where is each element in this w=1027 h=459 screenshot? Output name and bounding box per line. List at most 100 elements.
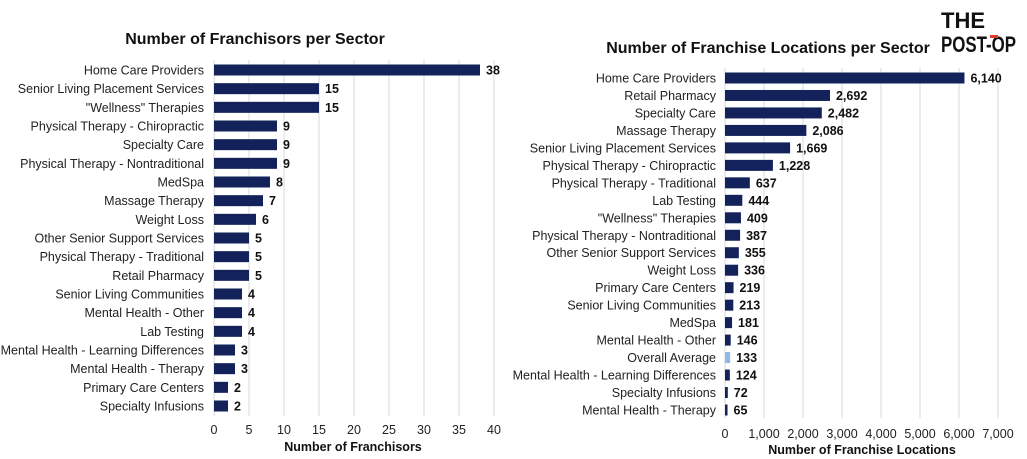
category-label: "Wellness" Therapies <box>598 211 716 225</box>
value-label: 5 <box>255 269 262 283</box>
the-post-op-logo: THE POST-OP <box>941 8 1016 57</box>
value-label: 9 <box>283 157 290 171</box>
category-label: Other Senior Support Services <box>34 232 204 246</box>
chart-title-franchisors: Number of Franchisors per Sector <box>125 31 385 48</box>
category-label: Specialty Care <box>635 106 716 120</box>
bar-highlight <box>725 352 731 364</box>
category-label: Specialty Infusions <box>100 400 204 414</box>
category-label: Weight Loss <box>135 213 204 227</box>
x-tick-label: 0 <box>211 423 218 437</box>
x-tick-label: 35 <box>452 423 466 437</box>
logo-line-2: POST-OP <box>941 32 1016 57</box>
value-label: 4 <box>248 306 255 320</box>
category-label: Other Senior Support Services <box>546 246 716 260</box>
bar <box>214 381 228 393</box>
value-label: 2,692 <box>836 89 867 103</box>
bar <box>725 404 728 416</box>
category-label: MedSpa <box>669 316 716 330</box>
bar <box>725 107 822 119</box>
bar <box>725 89 830 101</box>
bar <box>725 124 807 136</box>
x-tick-label: 5,000 <box>904 427 935 441</box>
category-label: Home Care Providers <box>596 72 716 86</box>
category-label: Primary Care Centers <box>595 281 716 295</box>
bar <box>725 212 741 224</box>
x-tick-label: 10 <box>277 423 291 437</box>
franchisors-category-labels: Home Care Providers Senior Living Placeme… <box>1 64 205 414</box>
value-label: 6,140 <box>970 72 1001 86</box>
category-label: Physical Therapy - Nontraditional <box>532 229 716 243</box>
bar <box>214 83 319 95</box>
bar <box>214 232 249 244</box>
x-tick-label: 6,000 <box>943 427 974 441</box>
category-label: Specialty Care <box>123 138 204 152</box>
value-label: 2 <box>234 400 241 414</box>
category-label: Physical Therapy - Traditional <box>40 250 204 264</box>
bar <box>725 142 791 154</box>
franchisors-per-sector-chart: Number of Franchisors per Sector Home Ca… <box>1 31 501 454</box>
bar <box>725 159 773 171</box>
value-label: 4 <box>248 288 255 302</box>
category-label: Mental Health - Learning Differences <box>513 369 716 383</box>
category-label: Senior Living Communities <box>567 299 716 313</box>
x-tick-label: 3,000 <box>826 427 857 441</box>
franchisors-gridlines <box>213 60 495 416</box>
bar <box>214 307 242 319</box>
category-label: Lab Testing <box>652 194 716 208</box>
value-label: 387 <box>746 229 767 243</box>
x-tick-label: 5 <box>246 423 253 437</box>
x-tick-label: 1,000 <box>748 427 779 441</box>
bar <box>725 247 739 259</box>
bar <box>725 369 730 381</box>
value-label: 3 <box>241 344 248 358</box>
category-label: Senior Living Communities <box>55 288 204 302</box>
value-label: 2,482 <box>828 106 859 120</box>
category-label: Retail Pharmacy <box>112 269 204 283</box>
x-axis-label-franchisors: Number of Franchisors <box>284 440 422 454</box>
value-label: 2,086 <box>812 124 843 138</box>
category-label: Home Care Providers <box>84 64 204 78</box>
bar <box>725 282 734 294</box>
locations-gridlines <box>724 68 999 418</box>
value-label: 4 <box>248 325 255 339</box>
bar <box>214 269 249 281</box>
category-label: MedSpa <box>157 176 204 190</box>
value-label: 146 <box>737 334 758 348</box>
bar <box>725 72 965 84</box>
locations-per-sector-chart: Number of Franchise Locations per Sector… <box>513 40 1014 457</box>
bar <box>725 334 731 346</box>
x-tick-label: 0 <box>722 427 729 441</box>
category-label: Senior Living Placement Services <box>18 82 204 96</box>
bar <box>725 317 733 329</box>
category-label: Mental Health - Learning Differences <box>1 344 204 358</box>
locations-category-labels: Home Care Providers Retail Pharmacy Specia… <box>513 72 717 418</box>
category-label: Mental Health - Therapy <box>70 362 205 376</box>
franchisors-x-tick-labels: 0 5 10 15 20 25 30 35 40 <box>211 423 501 437</box>
category-label: Massage Therapy <box>616 124 717 138</box>
value-label: 8 <box>276 176 283 190</box>
value-label: 9 <box>283 138 290 152</box>
locations-bars <box>725 72 965 416</box>
category-label: Primary Care Centers <box>83 381 204 395</box>
x-tick-label: 30 <box>417 423 431 437</box>
logo-line-1: THE <box>941 8 985 33</box>
bar <box>725 264 739 276</box>
bar <box>214 139 277 151</box>
value-label: 637 <box>756 176 777 190</box>
value-label: 6 <box>262 213 269 227</box>
bar <box>214 363 235 375</box>
x-tick-label: 4,000 <box>865 427 896 441</box>
bar <box>214 251 249 263</box>
category-label: Massage Therapy <box>104 194 205 208</box>
bar <box>214 213 256 225</box>
bar <box>214 288 242 300</box>
category-label: Specialty Infusions <box>612 386 716 400</box>
category-label: Senior Living Placement Services <box>530 141 716 155</box>
x-tick-label: 2,000 <box>787 427 818 441</box>
logo-accent-mark <box>990 35 998 38</box>
x-tick-label: 7,000 <box>982 427 1013 441</box>
category-label: Physical Therapy - Chiropractic <box>543 159 716 173</box>
bar <box>214 344 235 356</box>
